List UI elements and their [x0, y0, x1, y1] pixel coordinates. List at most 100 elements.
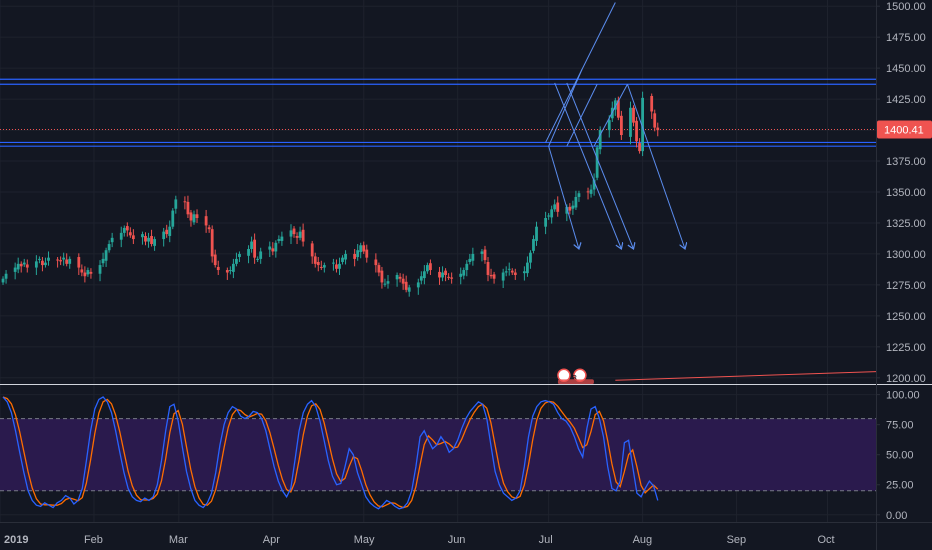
candle-body: [447, 276, 451, 278]
candle-body: [650, 96, 654, 112]
candle-body: [110, 237, 114, 243]
candle-body: [186, 201, 190, 215]
candle-body: [204, 216, 208, 226]
candle-body: [595, 147, 599, 178]
candle-body: [280, 236, 284, 241]
candle-body: [38, 258, 41, 260]
candle-body: [183, 201, 187, 203]
candle-body: [632, 107, 635, 123]
candle-body: [247, 248, 250, 256]
price-tick-label: 1300.00: [886, 249, 926, 261]
price-axis[interactable]: 1200.00 1225.00 1250.00 1275.00 1300.00 1325.…: [876, 1, 926, 385]
candle-body: [89, 271, 93, 274]
candle-body: [586, 191, 590, 193]
candle-body: [607, 120, 611, 131]
candle-body: [128, 232, 132, 236]
candle-body: [535, 226, 538, 241]
candle-body: [301, 229, 305, 242]
candle-body: [386, 281, 390, 284]
candle-body: [374, 259, 378, 266]
trend-line[interactable]: [615, 371, 877, 381]
candle-body: [589, 189, 593, 194]
candle-body: [189, 212, 193, 221]
price-tick-label: 1200.00: [886, 373, 926, 385]
candle-body: [353, 253, 357, 259]
candle-body: [125, 226, 129, 231]
candle-body: [131, 235, 135, 240]
candle-body: [550, 209, 554, 218]
candle-body: [122, 227, 126, 233]
price-tick-label: 1450.00: [886, 63, 926, 75]
candle-body: [510, 270, 514, 273]
stochastic-pane[interactable]: [0, 396, 876, 510]
candle-body: [429, 263, 432, 271]
stochastic-axis[interactable]: 0.00 25.00 50.00 75.00 100.00: [876, 390, 920, 522]
candle-body: [441, 272, 444, 278]
candle-body: [62, 257, 66, 260]
candle-body: [1, 278, 5, 283]
candle-body: [101, 258, 105, 264]
candle-body: [422, 271, 426, 279]
candle-body: [574, 196, 578, 208]
price-tick-label: 1500.00: [886, 1, 926, 13]
candle-body: [401, 278, 405, 284]
candle-body: [13, 267, 17, 272]
candle-body: [468, 258, 472, 262]
event-badge-count: 8: [572, 373, 577, 383]
event-badge-count: 2: [588, 373, 593, 383]
price-tick-label: 1250.00: [886, 311, 926, 323]
candle-body: [216, 266, 220, 271]
candle-body: [489, 274, 493, 277]
last-price-label: 1400.41: [877, 120, 932, 139]
candle-body: [407, 287, 411, 292]
time-tick-label: Oct: [818, 534, 835, 546]
projection-arrow-line: [548, 69, 583, 147]
candle-body: [119, 232, 123, 240]
candle-body: [462, 270, 466, 276]
time-tick-label: Feb: [84, 534, 103, 546]
candle-body: [80, 269, 84, 273]
last-price-value: 1400.41: [884, 125, 924, 137]
candlesticks: [1, 91, 660, 297]
candle-body: [598, 130, 602, 150]
candle-body: [450, 277, 454, 279]
candle-body: [504, 271, 508, 273]
resistance-levels[interactable]: [0, 78, 876, 147]
stochastic-band: [0, 418, 876, 491]
time-tick-label: Sep: [727, 534, 747, 546]
candle-body: [19, 263, 23, 267]
candle-body: [77, 257, 81, 268]
candle-body: [313, 256, 317, 264]
candle-body: [41, 260, 44, 266]
time-tick-label: Apr: [263, 534, 280, 546]
candle-body: [238, 253, 241, 258]
candle-body: [616, 100, 620, 118]
projection-arrow-line: [566, 82, 634, 249]
candle-body: [565, 206, 569, 214]
candle-body: [459, 273, 463, 277]
candle-body: [268, 246, 272, 250]
candle-body: [171, 210, 175, 227]
candle-body: [553, 204, 557, 210]
candle-body: [147, 237, 150, 242]
candle-body: [471, 253, 475, 261]
candle-body: [344, 253, 347, 260]
candle-body: [56, 259, 59, 261]
stochastic-tick-label: 0.00: [886, 510, 907, 522]
candle-body: [168, 226, 172, 236]
candle-body: [425, 265, 429, 272]
projection-arrows[interactable]: [545, 2, 685, 249]
candle-body: [513, 272, 517, 275]
candle-body: [656, 127, 660, 131]
projection-arrow-line: [548, 146, 579, 249]
candle-body: [4, 273, 8, 279]
price-tick-label: 1475.00: [886, 32, 926, 44]
time-axis[interactable]: 2019 Feb Mar Apr May Jun Jul Aug Sep Oct: [0, 522, 932, 547]
time-tick-label: 2019: [4, 534, 28, 546]
candle-body: [577, 193, 581, 197]
candle-body: [335, 264, 338, 269]
candle-body: [162, 231, 166, 240]
